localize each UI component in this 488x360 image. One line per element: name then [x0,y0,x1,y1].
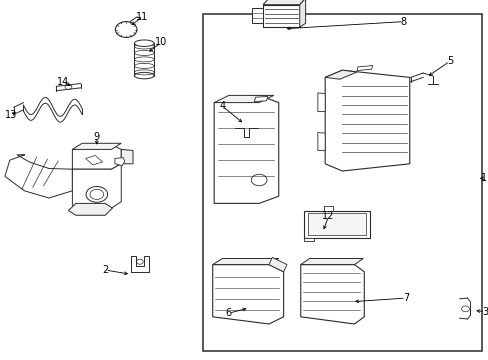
Polygon shape [304,211,369,238]
Polygon shape [325,70,356,79]
Polygon shape [85,156,102,165]
Polygon shape [300,258,363,265]
Text: 14: 14 [57,77,70,87]
Ellipse shape [134,40,154,46]
Polygon shape [131,256,148,272]
Polygon shape [323,206,333,211]
Polygon shape [68,203,112,215]
Text: 2: 2 [102,265,108,275]
Text: 8: 8 [400,17,406,27]
Text: 12: 12 [322,211,334,221]
Text: 11: 11 [135,12,148,22]
Polygon shape [304,238,313,241]
Text: 7: 7 [402,293,408,303]
Polygon shape [299,0,305,27]
Ellipse shape [134,72,154,79]
Polygon shape [234,122,240,128]
Polygon shape [356,66,372,71]
Polygon shape [254,96,267,102]
Polygon shape [263,0,305,5]
Polygon shape [252,122,258,128]
Polygon shape [263,5,299,27]
Polygon shape [5,155,72,198]
Polygon shape [252,8,263,23]
Polygon shape [214,95,278,203]
Text: 6: 6 [225,308,231,318]
Polygon shape [72,164,121,212]
Polygon shape [72,143,121,149]
Polygon shape [307,213,366,235]
Text: 1: 1 [480,173,486,183]
Polygon shape [268,257,286,272]
Polygon shape [115,158,124,166]
Bar [203,14,481,351]
Text: 9: 9 [94,132,100,142]
Polygon shape [317,132,325,150]
Text: 5: 5 [446,56,452,66]
Polygon shape [214,95,273,103]
Text: 13: 13 [4,110,17,120]
Polygon shape [212,265,283,324]
Polygon shape [212,258,278,265]
Polygon shape [317,93,325,112]
Polygon shape [300,265,364,324]
Text: 4: 4 [219,101,225,111]
Polygon shape [72,145,121,169]
Text: 3: 3 [481,307,487,317]
Polygon shape [325,70,409,171]
Polygon shape [121,149,133,164]
Text: 10: 10 [155,37,167,48]
